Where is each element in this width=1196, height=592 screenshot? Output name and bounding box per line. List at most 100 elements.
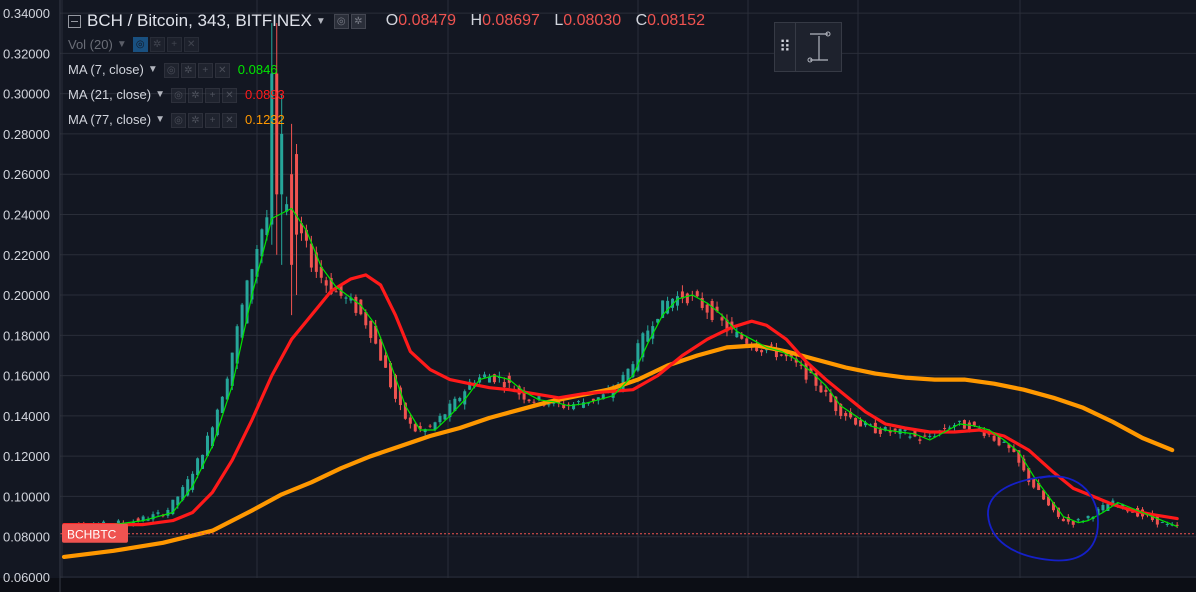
candle-body: [319, 266, 323, 278]
gear-icon[interactable]: ✲: [188, 87, 203, 103]
close-icon[interactable]: ✕: [222, 112, 237, 128]
candle-body: [1165, 523, 1169, 525]
candle-body: [290, 174, 294, 265]
y-tick-label: 0.30000: [3, 87, 50, 102]
gear-icon[interactable]: ✲: [350, 13, 366, 29]
candle-body: [1086, 515, 1090, 519]
close-icon[interactable]: ✕: [183, 37, 199, 52]
candle-body: [1175, 524, 1179, 526]
candle-body: [760, 350, 764, 353]
candle-body: [166, 509, 170, 516]
candle-body: [1022, 458, 1026, 471]
candle-body: [537, 396, 541, 400]
candle-body: [577, 401, 581, 403]
candle-body: [715, 306, 719, 312]
grip-icon[interactable]: ⠿: [775, 23, 796, 71]
candle-body: [1066, 517, 1070, 522]
eye-icon[interactable]: ◎: [333, 13, 349, 29]
gear-icon[interactable]: ✲: [149, 37, 165, 52]
candle-body: [651, 326, 655, 339]
indicator-label-ma21[interactable]: MA (21, close): [68, 87, 152, 102]
chevron-down-icon[interactable]: ▼: [155, 114, 165, 125]
indicator-row-ma21[interactable]: MA (21, close) ▼ ◎ ✲ + ✕ 0.0893: [68, 82, 705, 107]
candle-body: [883, 427, 887, 431]
y-tick-label: 0.34000: [3, 6, 50, 21]
close-icon[interactable]: ✕: [222, 87, 237, 103]
chevron-down-icon[interactable]: ▼: [116, 39, 127, 50]
candle-body: [636, 343, 640, 371]
candle-body: [191, 473, 195, 490]
candle-body: [675, 296, 679, 306]
y-tick-label: 0.14000: [3, 409, 50, 424]
indicator-buttons: ◎ ✲ + ✕: [171, 111, 239, 128]
indicator-label-vol[interactable]: Vol (20): [68, 37, 113, 52]
candle-body: [423, 429, 427, 433]
candle-body: [928, 435, 932, 437]
indicator-row-vol[interactable]: Vol (20) ▼ ◎ ✲ + ✕: [68, 32, 705, 57]
indicator-label-ma77[interactable]: MA (77, close): [68, 112, 152, 127]
candle-body: [893, 428, 897, 431]
candle-body: [354, 296, 358, 313]
y-tick-label: 0.08000: [3, 530, 50, 545]
candle-body: [240, 304, 244, 338]
candle-body: [740, 334, 744, 339]
candle-body: [923, 435, 927, 437]
candle-body: [779, 354, 783, 356]
plus-icon[interactable]: +: [197, 62, 213, 78]
plus-icon[interactable]: +: [205, 87, 220, 103]
candle-body: [205, 435, 209, 456]
candle-body: [398, 387, 402, 406]
candle-body: [581, 402, 585, 408]
indicator-row-ma77[interactable]: MA (77, close) ▼ ◎ ✲ + ✕ 0.1232: [68, 107, 705, 132]
ohlc-values: O0.08479 H0.08697 L0.08030 C0.08152: [376, 12, 705, 30]
candle-body: [854, 417, 858, 425]
eye-icon[interactable]: ◎: [132, 37, 148, 52]
indicator-label-ma7[interactable]: MA (7, close): [68, 62, 144, 77]
candle-body: [285, 204, 289, 212]
candle-body: [1131, 511, 1135, 513]
candle-body: [725, 319, 729, 332]
candle-body: [631, 364, 635, 377]
eye-icon[interactable]: ◎: [171, 112, 186, 128]
candle-body: [819, 385, 823, 393]
plus-icon[interactable]: +: [205, 112, 220, 128]
candle-body: [215, 409, 219, 436]
hand-drawn-ellipse-annotation[interactable]: [987, 475, 1099, 562]
candle-body: [572, 404, 576, 410]
candle-body: [230, 352, 234, 386]
price-tag-box: [62, 523, 128, 543]
eye-icon[interactable]: ◎: [171, 87, 186, 103]
y-tick-label: 0.26000: [3, 167, 50, 182]
candle-body: [468, 381, 472, 390]
chevron-down-icon[interactable]: ▼: [155, 89, 165, 100]
price-axis[interactable]: 0.34000 0.32000 0.30000 0.28000 0.26000 0.240…: [3, 0, 61, 592]
plus-icon[interactable]: +: [166, 37, 182, 52]
trend-line-icon[interactable]: [796, 23, 841, 71]
gear-icon[interactable]: ✲: [180, 62, 196, 78]
candle-body: [685, 293, 689, 304]
open-key: O: [385, 12, 399, 29]
candle-body: [567, 404, 571, 406]
collapse-legend-icon[interactable]: [68, 14, 81, 28]
indicator-row-ma7[interactable]: MA (7, close) ▼ ◎ ✲ + ✕ 0.0846: [68, 57, 705, 82]
candle-body: [1017, 450, 1021, 463]
symbol-title[interactable]: BCH / Bitcoin, 343, BITFINEX: [87, 11, 312, 30]
candle-body: [997, 435, 1001, 446]
candle-body: [1051, 502, 1055, 511]
y-tick-label: 0.18000: [3, 328, 50, 343]
candle-body: [769, 344, 773, 346]
gear-icon[interactable]: ✲: [188, 112, 203, 128]
chevron-down-icon[interactable]: ▼: [315, 15, 326, 27]
floating-drawing-toolbar[interactable]: ⠿: [774, 22, 842, 72]
y-tick-label: 0.20000: [3, 288, 50, 303]
candle-body: [888, 430, 892, 433]
chart-legend: BCH / Bitcoin, 343, BITFINEX ▼ ◎ ✲ O0.08…: [68, 10, 705, 132]
eye-icon[interactable]: ◎: [163, 62, 179, 78]
candle-body: [809, 366, 813, 374]
close-icon[interactable]: ✕: [214, 62, 230, 78]
ma-line: [62, 273, 1179, 527]
open-value: 0.08479: [398, 12, 457, 29]
chevron-down-icon[interactable]: ▼: [147, 64, 158, 75]
